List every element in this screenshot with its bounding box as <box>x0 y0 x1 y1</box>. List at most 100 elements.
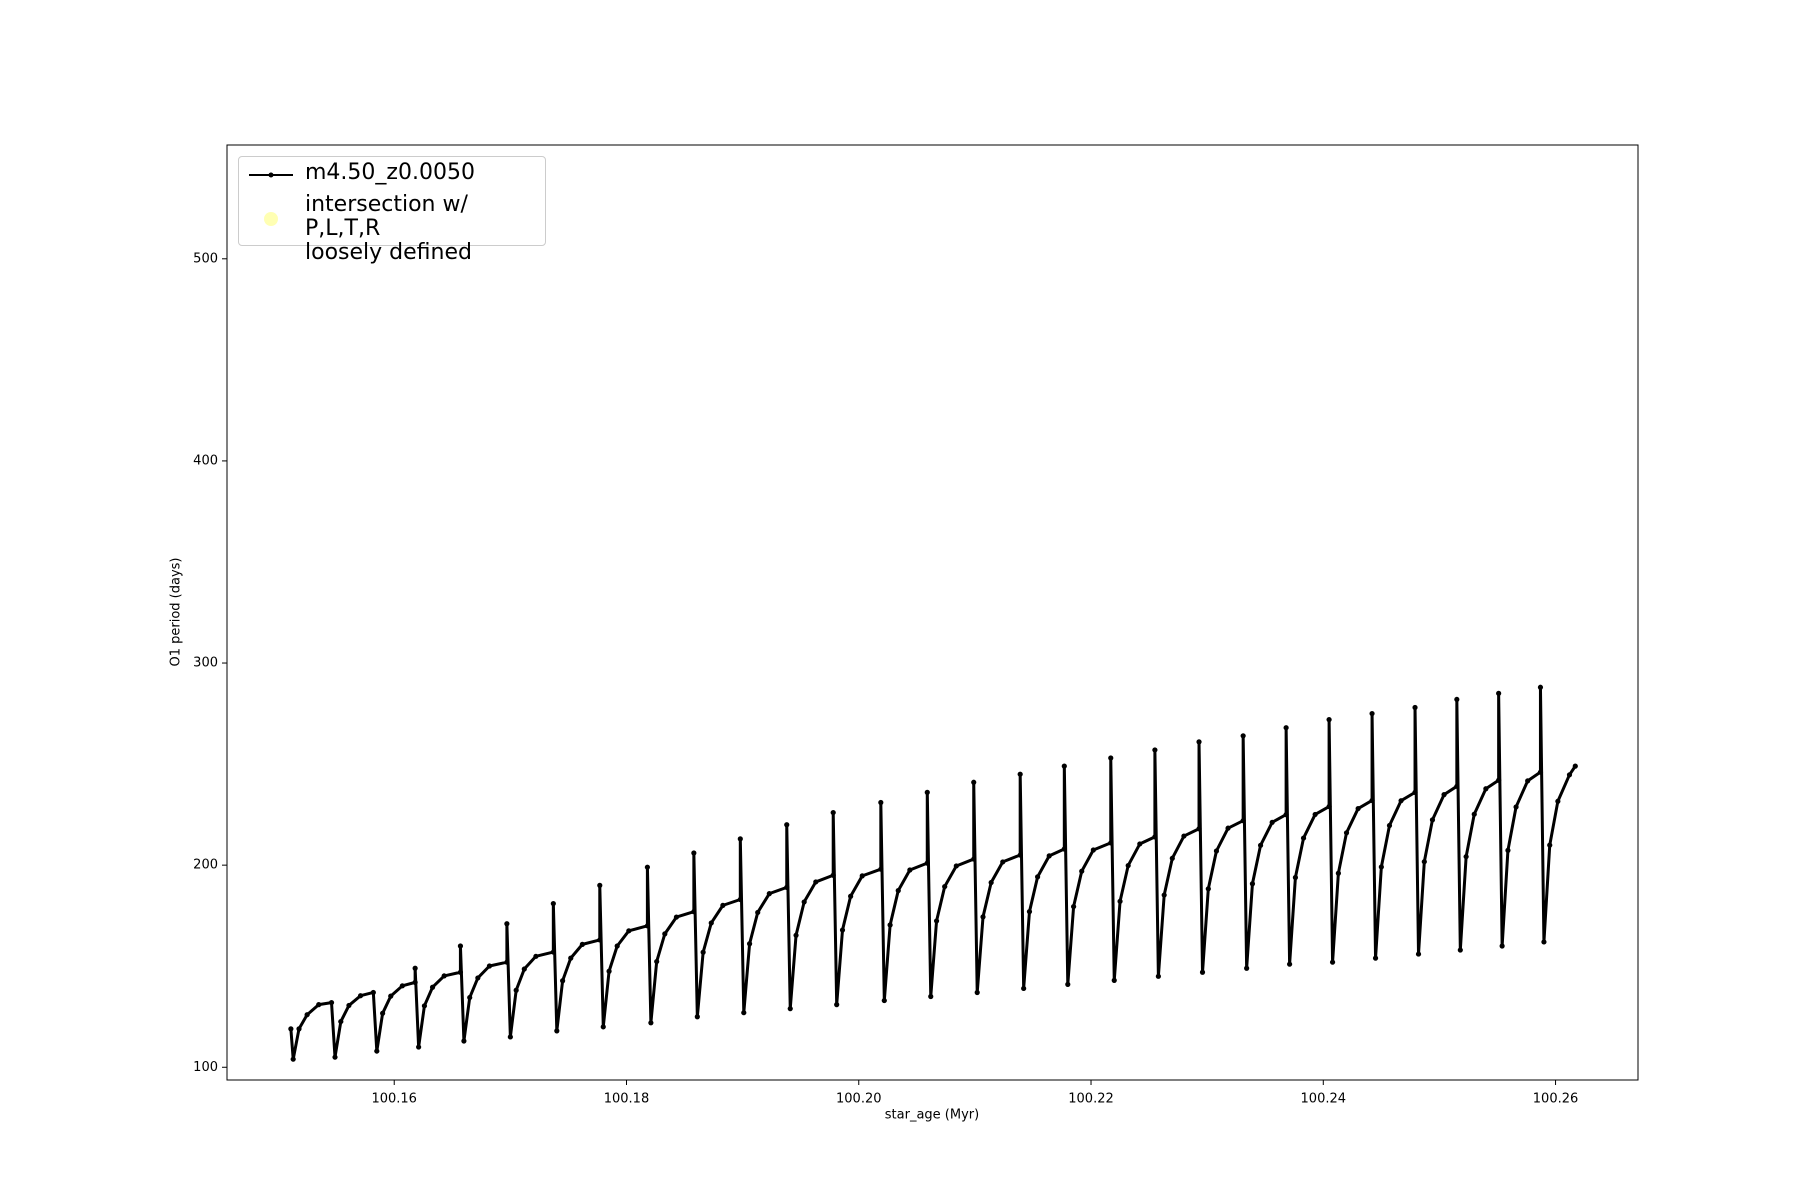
data-point <box>859 873 865 879</box>
data-point <box>1240 733 1246 739</box>
data-point <box>1283 812 1289 818</box>
data-point <box>1196 826 1202 832</box>
data-point <box>644 864 650 870</box>
data-point <box>1496 777 1502 783</box>
data-point <box>1090 847 1096 853</box>
data-point <box>614 943 620 949</box>
data-point <box>626 928 632 934</box>
data-point <box>357 993 364 999</box>
y-tick-label: 100 <box>193 1060 218 1075</box>
data-point <box>974 989 980 996</box>
data-point <box>644 923 650 929</box>
data-point <box>370 989 376 996</box>
data-point <box>1000 859 1006 865</box>
legend-marker <box>264 212 278 226</box>
data-point <box>1300 835 1307 841</box>
data-point <box>1421 859 1427 865</box>
data-point <box>1412 789 1418 795</box>
data-point <box>1566 772 1573 778</box>
data-point <box>928 993 934 1000</box>
x-tick-label: 100.18 <box>604 1092 650 1107</box>
data-point <box>1026 909 1033 915</box>
legend-label: intersection w/ P,L,T,R loosely defined <box>305 192 472 265</box>
data-point <box>513 987 519 993</box>
data-point <box>1181 833 1187 839</box>
data-point <box>1454 783 1460 789</box>
legend-symbol <box>249 172 293 178</box>
data-point <box>1034 874 1041 880</box>
data-point <box>881 997 887 1004</box>
data-point <box>1329 959 1336 965</box>
data-point <box>766 891 772 897</box>
x-tick-label: 100.26 <box>1533 1092 1579 1107</box>
data-point <box>1152 747 1158 753</box>
data-point <box>737 836 743 842</box>
data-point <box>1386 822 1393 829</box>
data-point <box>504 921 510 927</box>
data-point <box>980 914 986 920</box>
data-point <box>316 1002 322 1008</box>
data-point <box>416 1044 422 1050</box>
data-point <box>554 1028 560 1034</box>
data-point <box>475 975 481 981</box>
data-point <box>1021 985 1027 992</box>
data-point <box>737 896 743 903</box>
y-tick-label: 500 <box>193 251 218 266</box>
data-point <box>878 866 884 872</box>
data-point <box>971 856 977 862</box>
data-point <box>691 850 697 856</box>
data-point <box>568 955 574 961</box>
x-tick-label: 100.24 <box>1301 1092 1347 1107</box>
data-point <box>720 902 726 908</box>
data-point <box>741 1010 747 1016</box>
data-point <box>1213 848 1220 854</box>
data-point <box>1137 841 1143 847</box>
data-point <box>787 1006 793 1012</box>
data-point <box>1071 903 1077 910</box>
data-point <box>332 1054 338 1060</box>
data-point <box>1269 819 1275 825</box>
y-axis-label: O1 period (days) <box>169 557 184 666</box>
data-point <box>1287 961 1293 967</box>
y-tick-label: 300 <box>193 656 218 671</box>
data-point <box>1441 792 1447 798</box>
data-point <box>907 867 913 873</box>
data-point <box>1369 797 1375 804</box>
data-point <box>1541 939 1547 945</box>
data-point <box>533 953 539 959</box>
data-point <box>412 979 418 985</box>
data-point <box>708 920 714 926</box>
data-point <box>1415 951 1422 957</box>
data-point <box>507 1034 513 1040</box>
data-point <box>461 1038 467 1044</box>
data-point <box>504 959 510 965</box>
data-point <box>1463 854 1469 860</box>
data-point <box>346 1002 352 1009</box>
data-point <box>924 860 930 866</box>
data-point <box>1412 704 1418 711</box>
data-point <box>654 958 660 965</box>
data-point <box>1199 969 1206 975</box>
data-point <box>1117 898 1123 904</box>
data-point <box>971 779 977 785</box>
data-point <box>813 879 819 885</box>
data-point <box>550 900 556 907</box>
data-point <box>839 927 846 933</box>
data-point <box>1343 830 1350 836</box>
data-point <box>1471 811 1477 817</box>
data-point <box>399 983 405 989</box>
data-point <box>834 1002 840 1008</box>
data-point <box>1355 805 1361 812</box>
data-point <box>953 863 959 869</box>
data-point <box>755 909 761 916</box>
data-point <box>457 943 464 949</box>
data-point <box>694 1014 700 1020</box>
data-point <box>421 1003 428 1009</box>
data-point <box>290 1056 296 1062</box>
data-point <box>1429 817 1436 823</box>
data-point <box>1240 818 1246 824</box>
data-point <box>933 918 940 924</box>
data-point <box>1326 803 1332 810</box>
